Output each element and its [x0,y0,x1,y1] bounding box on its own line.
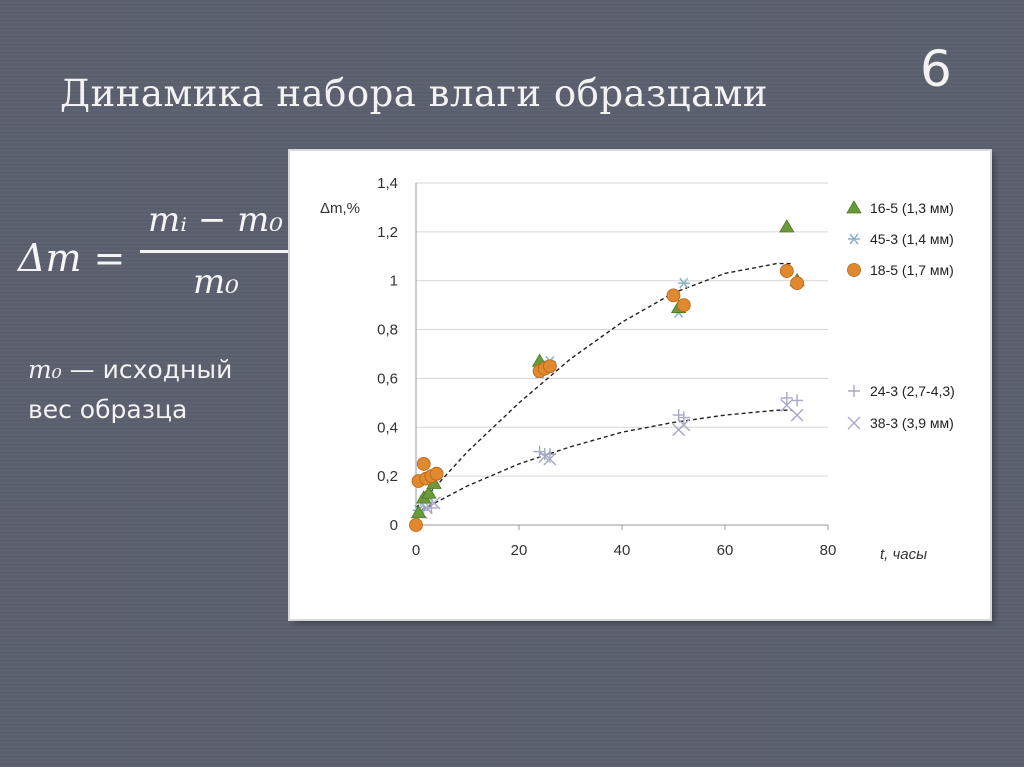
data-point-circle [676,298,691,313]
data-point-circle [779,264,794,278]
legend-label: 16-5 (1,3 мм) [870,200,954,216]
data-point-cross [427,496,441,510]
data-point-triangle [410,504,427,519]
data-point-cross [543,452,557,466]
data-point-circle [542,359,557,374]
data-point-plus [791,394,804,407]
chart-frame: 0 0,2 0,4 0,6 0,8 1 1,2 1,4 0 20 40 60 80 Δm,% t, часы… [290,151,990,619]
data-point-circle [429,466,444,481]
data-point-plus [425,501,438,514]
x-tick-label: 80 [820,542,837,559]
x-tick-label: 60 [717,542,734,559]
note-symbol: m₀ [28,355,62,384]
legend-label: 45-3 (1,4 мм) [870,231,954,247]
y-tick-label: 1,4 [377,175,398,192]
data-point-circle [416,457,431,471]
legend-marker-asterisk [848,233,860,245]
formula-note: m₀ — исходный вес образца [28,350,232,430]
formula-denominator: m₀ [193,262,239,302]
data-point-circle [790,276,805,291]
x-tick-label: 0 [412,542,420,559]
legend-label: 38-3 (3,9 мм) [870,415,954,431]
legend-marker-circle [847,263,861,277]
data-point-cross [672,423,686,437]
x-tick-label: 20 [511,542,528,559]
data-point-triangle [421,485,437,499]
y-axis-label: Δm,% [320,200,360,217]
note-line1: — исходный [61,355,233,384]
y-tick-label: 0,8 [377,322,398,339]
data-point-cross [790,408,804,422]
y-tick-label: 0,4 [377,419,398,436]
trendline [415,409,792,514]
y-tick-label: 0,2 [377,468,398,485]
data-point-plus [677,411,690,424]
y-tick-label: 1,2 [377,224,398,241]
slide-number: 6 [920,40,952,98]
data-point-circle [409,518,423,532]
legend-marker-cross [847,416,861,430]
y-tick-label: 1 [390,273,398,290]
slide-title: Динамика набора влаги образцами [60,72,769,115]
trendline [415,262,792,509]
data-point-asterisk [677,277,690,289]
note-line2: вес образца [28,395,188,424]
formula-lhs: Δm = [18,236,126,280]
legend-label: 24-3 (2,7-4,3) [870,383,955,399]
data-point-plus [780,391,793,404]
y-tick-label: 0,6 [377,370,398,387]
y-tick-label: 0 [390,517,398,534]
moisture-chart: 0 0,2 0,4 0,6 0,8 1 1,2 1,4 0 20 40 60 80 Δm,% t, часы… [320,175,955,563]
data-point-triangle [779,219,795,233]
data-point-circle [666,288,681,303]
x-axis-label: t, часы [880,546,927,563]
legend-marker-plus [848,385,860,397]
formula-numerator: mᵢ − m₀ [148,200,284,240]
data-point-cross [780,398,794,412]
legend-label: 18-5 (1,7 мм) [870,262,954,278]
x-tick-label: 40 [614,542,631,559]
legend-marker-triangle [846,200,862,214]
fraction-bar [140,250,292,253]
